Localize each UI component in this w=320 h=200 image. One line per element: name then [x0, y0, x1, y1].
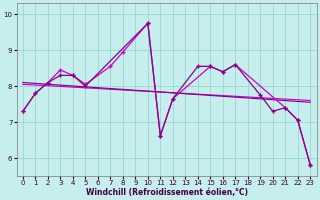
X-axis label: Windchill (Refroidissement éolien,°C): Windchill (Refroidissement éolien,°C)	[85, 188, 248, 197]
